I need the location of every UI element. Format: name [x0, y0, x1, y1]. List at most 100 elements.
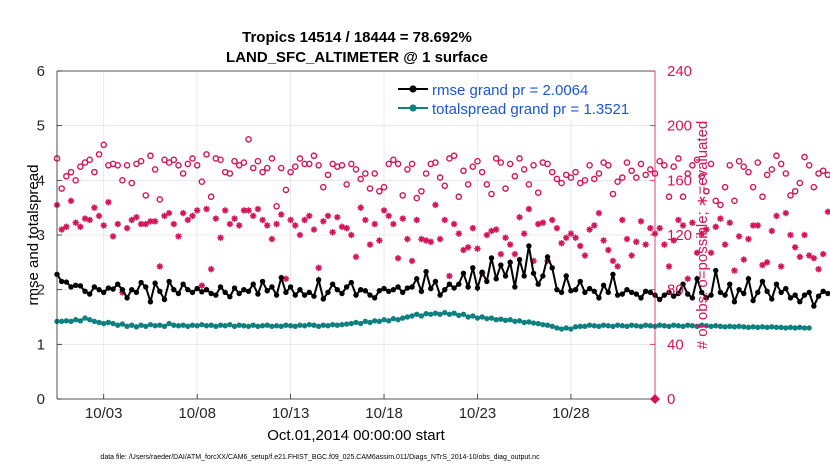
spread-point — [689, 323, 696, 329]
rmse-point — [414, 276, 420, 282]
spread-point — [717, 323, 724, 329]
rmse-point — [647, 289, 654, 296]
y-tick-label-right: 160 — [667, 172, 692, 189]
obs-possible-point — [684, 170, 692, 177]
spread-point — [610, 323, 616, 329]
spread-point — [759, 324, 766, 330]
spread-point — [428, 311, 434, 317]
rmse-point — [297, 286, 303, 293]
obs-possible-point — [773, 152, 780, 160]
rmse-point — [470, 265, 476, 271]
spread-point — [414, 311, 420, 317]
obs-possible-point — [343, 181, 350, 188]
rmse-point — [245, 288, 252, 295]
obs-possible-point — [441, 182, 449, 190]
obs-possible-point — [235, 161, 243, 169]
obs-evaluated-point — [516, 214, 523, 221]
spread-point — [661, 323, 668, 329]
spread-point — [423, 311, 429, 317]
obs-possible-point — [726, 161, 734, 169]
spread-point — [287, 323, 294, 329]
rmse-point — [58, 278, 65, 285]
obs-evaluated-point — [707, 249, 715, 256]
rmse-point — [185, 286, 191, 293]
obs-possible-point — [100, 141, 108, 149]
spread-point — [568, 326, 574, 332]
obs-evaluated-point — [427, 238, 434, 246]
obs-possible-point — [698, 172, 706, 180]
rmse-point — [811, 303, 817, 309]
chart-title-line1: Tropics 14514 / 18444 = 78.692% — [242, 29, 472, 46]
spread-point — [484, 315, 490, 322]
spread-point — [544, 322, 551, 328]
spread-point — [189, 322, 196, 328]
obs-possible-point — [478, 168, 486, 176]
rmse-point — [236, 290, 242, 297]
spread-point — [764, 324, 770, 331]
rmse-point — [591, 288, 597, 295]
rmse-point — [404, 285, 411, 291]
obs-evaluated-point — [679, 222, 687, 229]
rmse-point — [353, 292, 359, 298]
spread-point — [329, 321, 336, 328]
spread-point — [381, 317, 387, 323]
obs-evaluated-point — [128, 216, 135, 224]
obs-possible-point — [81, 159, 89, 166]
obs-evaluated-point — [366, 241, 374, 248]
obs-possible-point — [67, 168, 75, 176]
obs-evaluated-point — [689, 219, 696, 226]
spread-point — [269, 323, 275, 329]
spread-point — [185, 323, 191, 329]
spread-point — [231, 323, 238, 329]
obs-evaluated-point — [394, 255, 402, 262]
spread-point — [58, 318, 65, 325]
obs-possible-point — [385, 160, 393, 168]
rmse-point — [367, 292, 373, 298]
obs-evaluated-point — [572, 234, 579, 241]
spread-point — [470, 313, 476, 319]
y-tick-label-left: 1 — [37, 336, 45, 353]
spread-point — [633, 323, 640, 329]
obs-evaluated-point — [642, 241, 649, 248]
y-tick-label-left: 5 — [37, 118, 45, 135]
obs-evaluated-point — [754, 222, 761, 229]
series-layer — [53, 136, 830, 404]
obs-possible-point — [689, 161, 696, 169]
obs-evaluated-point — [497, 250, 505, 258]
obs-possible-point — [609, 190, 617, 198]
obs-evaluated-point — [675, 216, 682, 224]
rmse-point — [161, 296, 168, 303]
obs-possible-point — [492, 155, 500, 162]
obs-possible-point — [488, 190, 495, 198]
spread-point — [694, 323, 700, 329]
rmse-point — [502, 273, 509, 279]
spread-point — [600, 322, 607, 328]
obs-evaluated-point — [362, 216, 369, 224]
obs-evaluated-point — [357, 204, 364, 211]
rmse-point — [292, 292, 298, 298]
obs-evaluated-point — [600, 237, 607, 244]
spread-point — [222, 323, 228, 329]
obs-possible-point — [801, 153, 808, 161]
obs-possible-point — [376, 187, 383, 195]
rmse-point — [386, 288, 392, 295]
obs-evaluated-point — [296, 231, 304, 239]
obs-evaluated-point — [198, 282, 206, 289]
obs-evaluated-point — [273, 220, 280, 228]
rmse-point — [87, 291, 93, 297]
obs-possible-point — [810, 183, 818, 191]
spread-point — [745, 324, 752, 331]
rmse-point — [371, 295, 378, 301]
rmse-point — [741, 290, 747, 297]
obs-evaluated-point — [422, 237, 430, 244]
obs-evaluated-point — [614, 263, 621, 270]
spread-point — [395, 317, 401, 323]
obs-evaluated-point — [520, 230, 528, 237]
rmse-point — [329, 281, 336, 287]
obs-evaluated-point — [231, 215, 238, 222]
obs-evaluated-point — [161, 212, 168, 220]
spread-point — [236, 322, 242, 328]
obs-evaluated-point — [315, 264, 322, 271]
spread-point — [297, 322, 303, 328]
obs-possible-point — [731, 197, 738, 205]
